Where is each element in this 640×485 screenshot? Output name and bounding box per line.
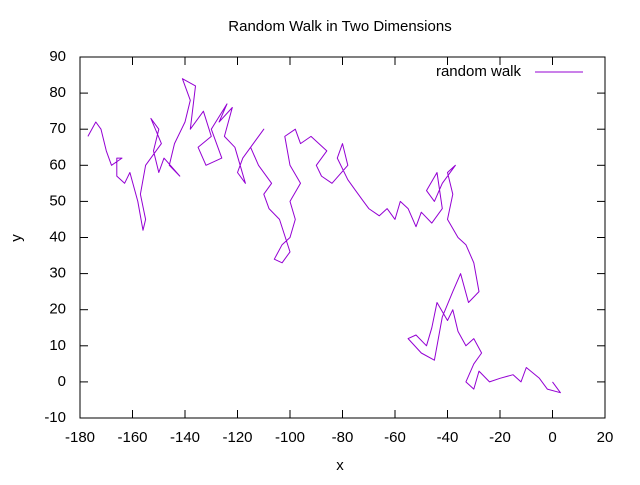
y-tick-label: 70: [49, 120, 66, 137]
y-tick-label: 60: [49, 156, 66, 173]
x-tick-label: -140: [170, 429, 200, 446]
x-tick-label: -120: [222, 429, 252, 446]
y-tick-label: 0: [58, 373, 66, 390]
x-tick-label: -180: [65, 429, 95, 446]
y-tick-label: 20: [49, 301, 66, 318]
x-axis-label: x: [336, 457, 344, 474]
walk-line: [87, 78, 561, 394]
y-tick-label: 80: [49, 84, 66, 101]
x-tick-label: -160: [117, 429, 147, 446]
x-tick-label: -80: [332, 429, 354, 446]
x-tick-label: -60: [384, 429, 406, 446]
chart-title: Random Walk in Two Dimensions: [228, 18, 451, 35]
y-axis-label: y: [8, 234, 25, 242]
y-tick-label: 50: [49, 192, 66, 209]
y-tick-label: 30: [49, 265, 66, 282]
y-tick-label: -10: [44, 409, 66, 426]
legend-label: random walk: [436, 63, 522, 80]
x-tick-label: 0: [548, 429, 556, 446]
x-tick-label: 20: [597, 429, 614, 446]
y-tick-label: 90: [49, 48, 66, 65]
y-tick-label: 10: [49, 337, 66, 354]
x-tick-label: -40: [437, 429, 459, 446]
x-tick-label: -100: [275, 429, 305, 446]
x-tick-label: -20: [489, 429, 511, 446]
y-tick-label: 40: [49, 228, 66, 245]
